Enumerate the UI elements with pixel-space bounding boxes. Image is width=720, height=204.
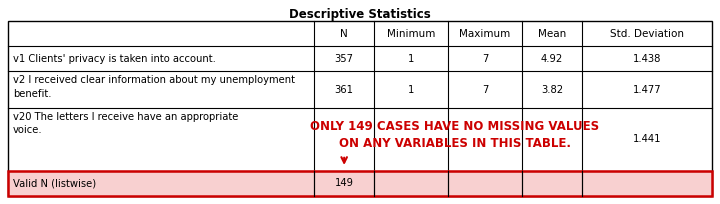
Text: 7: 7 [482, 54, 488, 64]
Text: 1.441: 1.441 [633, 134, 661, 144]
Bar [8, 21, 712, 196]
Text: v20 The letters I receive have an appropriate
voice.: v20 The letters I receive have an approp… [13, 112, 238, 135]
Text: 4.92: 4.92 [541, 54, 563, 64]
Text: 1.438: 1.438 [633, 54, 661, 64]
Bar [8, 171, 712, 196]
Text: 357: 357 [335, 54, 354, 64]
Text: 1.477: 1.477 [633, 85, 661, 95]
Text: Std. Deviation: Std. Deviation [610, 29, 684, 39]
Text: v2 I received clear information about my unemployment
benefit.: v2 I received clear information about my… [13, 75, 295, 99]
Text: Mean: Mean [538, 29, 566, 39]
Text: 3.82: 3.82 [541, 85, 563, 95]
Text: N: N [341, 29, 348, 39]
Text: 361: 361 [335, 85, 354, 95]
Bar [8, 171, 712, 196]
Text: 1: 1 [408, 85, 414, 95]
Text: 1: 1 [408, 54, 414, 64]
Text: Valid N (listwise): Valid N (listwise) [13, 178, 96, 188]
Text: Minimum: Minimum [387, 29, 435, 39]
Text: Maximum: Maximum [459, 29, 510, 39]
Text: v1 Clients' privacy is taken into account.: v1 Clients' privacy is taken into accoun… [13, 54, 216, 64]
Text: 149: 149 [335, 178, 354, 188]
Text: Descriptive Statistics: Descriptive Statistics [289, 8, 431, 21]
Text: 7: 7 [482, 85, 488, 95]
Text: ONLY 149 CASES HAVE NO MISSING VALUES
ON ANY VARIABLES IN THIS TABLE.: ONLY 149 CASES HAVE NO MISSING VALUES ON… [310, 120, 600, 150]
